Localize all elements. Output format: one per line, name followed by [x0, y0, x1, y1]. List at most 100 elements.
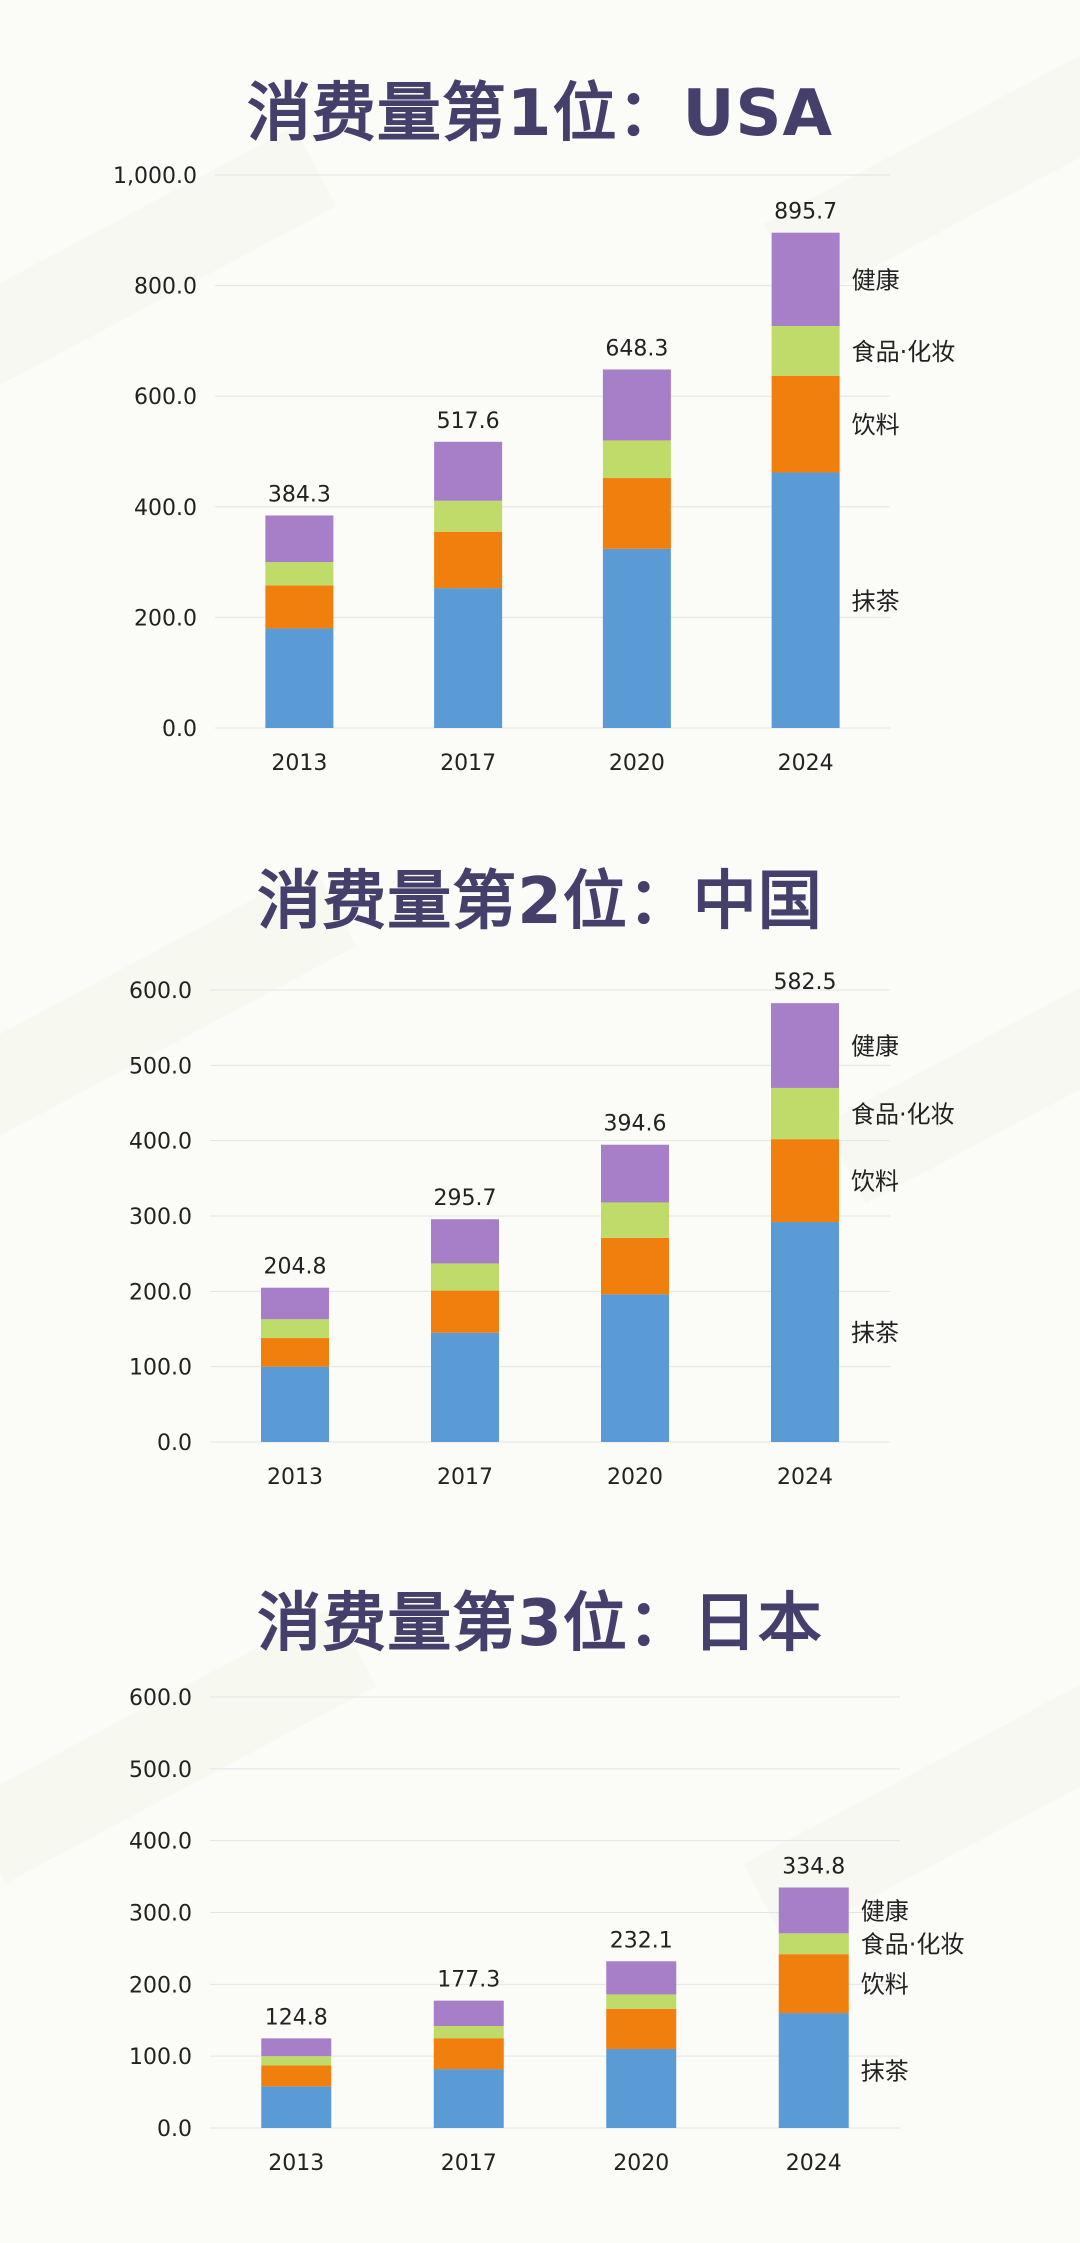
series-label: 食品·化妆 [851, 1101, 955, 1129]
bar-segment [431, 1290, 499, 1333]
bar-segment [434, 588, 503, 728]
bar-segment [261, 1287, 329, 1320]
bar-segment [434, 531, 503, 589]
x-tick-label: 2013 [267, 1465, 323, 1490]
bar-segment [261, 2038, 332, 2057]
y-tick-label: 600.0 [129, 1686, 192, 1711]
bar-segment [602, 369, 671, 441]
y-tick-label: 800.0 [134, 275, 197, 300]
series-label: 健康 [851, 1033, 899, 1061]
y-tick-label: 400.0 [134, 496, 197, 521]
bar-segment [602, 478, 671, 549]
y-tick-label: 300.0 [129, 1902, 192, 1927]
bar-segment [601, 1202, 669, 1238]
bar-segment [433, 2025, 504, 2039]
series-label: 食品·化妆 [852, 338, 956, 366]
y-tick-label: 600.0 [134, 385, 197, 410]
bar-segment [771, 1003, 839, 1088]
bar-segment [261, 1319, 329, 1339]
x-tick-label: 2013 [271, 751, 327, 776]
data-label: 232.1 [610, 1928, 673, 1953]
bar-segment [602, 548, 671, 728]
bar-segment [261, 1338, 329, 1367]
bar-segment [261, 2086, 332, 2128]
data-label: 517.6 [437, 409, 500, 434]
data-label: 334.8 [782, 1855, 845, 1880]
bar-segment [778, 1954, 849, 2014]
bar-segment [778, 2013, 849, 2128]
data-label: 295.7 [434, 1186, 497, 1211]
bar-segment [601, 1144, 669, 1203]
series-label: 抹茶 [851, 1319, 899, 1347]
bar-segment [602, 440, 671, 479]
data-label: 582.5 [774, 970, 837, 995]
bar-segment [265, 585, 334, 629]
bar-segment [261, 2065, 332, 2087]
series-label: 健康 [852, 266, 900, 294]
x-tick-label: 2024 [786, 2151, 842, 2176]
bar-segment [771, 1222, 839, 1442]
bar-segment [771, 232, 840, 326]
y-tick-label: 0.0 [157, 1431, 192, 1456]
y-tick-label: 0.0 [162, 717, 197, 742]
bar-segment [771, 1139, 839, 1223]
x-tick-label: 2017 [437, 1465, 493, 1490]
y-tick-label: 400.0 [129, 1130, 192, 1155]
bar-segment [265, 628, 334, 728]
bar-segment [778, 1887, 849, 1934]
data-label: 394.6 [604, 1112, 667, 1137]
x-tick-label: 2017 [441, 2151, 497, 2176]
bar-segment [261, 2056, 332, 2066]
chart-title: 消费量第2位：中国 [257, 865, 823, 939]
data-label: 177.3 [437, 1968, 500, 1993]
x-tick-label: 2013 [268, 2151, 324, 2176]
x-tick-label: 2024 [777, 1465, 833, 1490]
bar-segment [431, 1219, 499, 1264]
series-label: 抹茶 [861, 2058, 909, 2086]
chart-title: 消费量第3位：日本 [257, 1587, 823, 1661]
x-tick-label: 2020 [613, 2151, 669, 2176]
bar-segment [606, 2048, 677, 2128]
bar-segment [606, 1994, 677, 2009]
series-label: 健康 [861, 1897, 909, 1925]
bar-segment [771, 472, 840, 728]
bar-segment [601, 1294, 669, 1442]
bar-segment [771, 325, 840, 376]
bar-segment [606, 1961, 677, 1995]
y-tick-label: 500.0 [129, 1758, 192, 1783]
bar-segment [433, 2038, 504, 2070]
series-label: 饮料 [852, 411, 900, 439]
bar-segment [606, 2008, 677, 2049]
y-tick-label: 1,000.0 [113, 164, 197, 189]
bar-segment [433, 2000, 504, 2026]
data-label: 124.8 [265, 2005, 328, 2030]
chart-china: 0.0 100.0 200.0 300.0 400.0 500.0 600.0 204.8 20… [129, 970, 955, 1490]
series-label: 饮料 [851, 1168, 899, 1196]
x-tick-label: 2020 [607, 1465, 663, 1490]
y-tick-label: 0.0 [157, 2117, 192, 2142]
x-tick-label: 2017 [440, 751, 496, 776]
data-label: 895.7 [774, 200, 837, 225]
data-label: 384.3 [268, 482, 331, 507]
chart-usa: 0.0 200.0 400.0 600.0 800.0 1,000.0 384.3 2013 5… [113, 164, 956, 776]
chart-title: 消费量第1位：USA [246, 77, 834, 151]
y-tick-label: 400.0 [129, 1830, 192, 1855]
y-tick-label: 500.0 [129, 1054, 192, 1079]
y-tick-label: 200.0 [129, 1973, 192, 1998]
bar-segment [265, 562, 334, 586]
bar-segment [771, 1087, 839, 1140]
bar-segment [434, 441, 503, 501]
y-tick-label: 200.0 [134, 606, 197, 631]
y-tick-label: 100.0 [129, 1356, 192, 1381]
bar-segment [431, 1332, 499, 1442]
x-tick-label: 2024 [778, 751, 834, 776]
bar-segment [771, 375, 840, 473]
y-tick-label: 100.0 [129, 2045, 192, 2070]
bar-segment [601, 1237, 669, 1295]
series-label: 饮料 [861, 1971, 909, 1999]
bar-segment [778, 1933, 849, 1955]
x-tick-label: 2020 [609, 751, 665, 776]
series-label: 食品·化妆 [861, 1931, 965, 1959]
y-tick-label: 200.0 [129, 1280, 192, 1305]
